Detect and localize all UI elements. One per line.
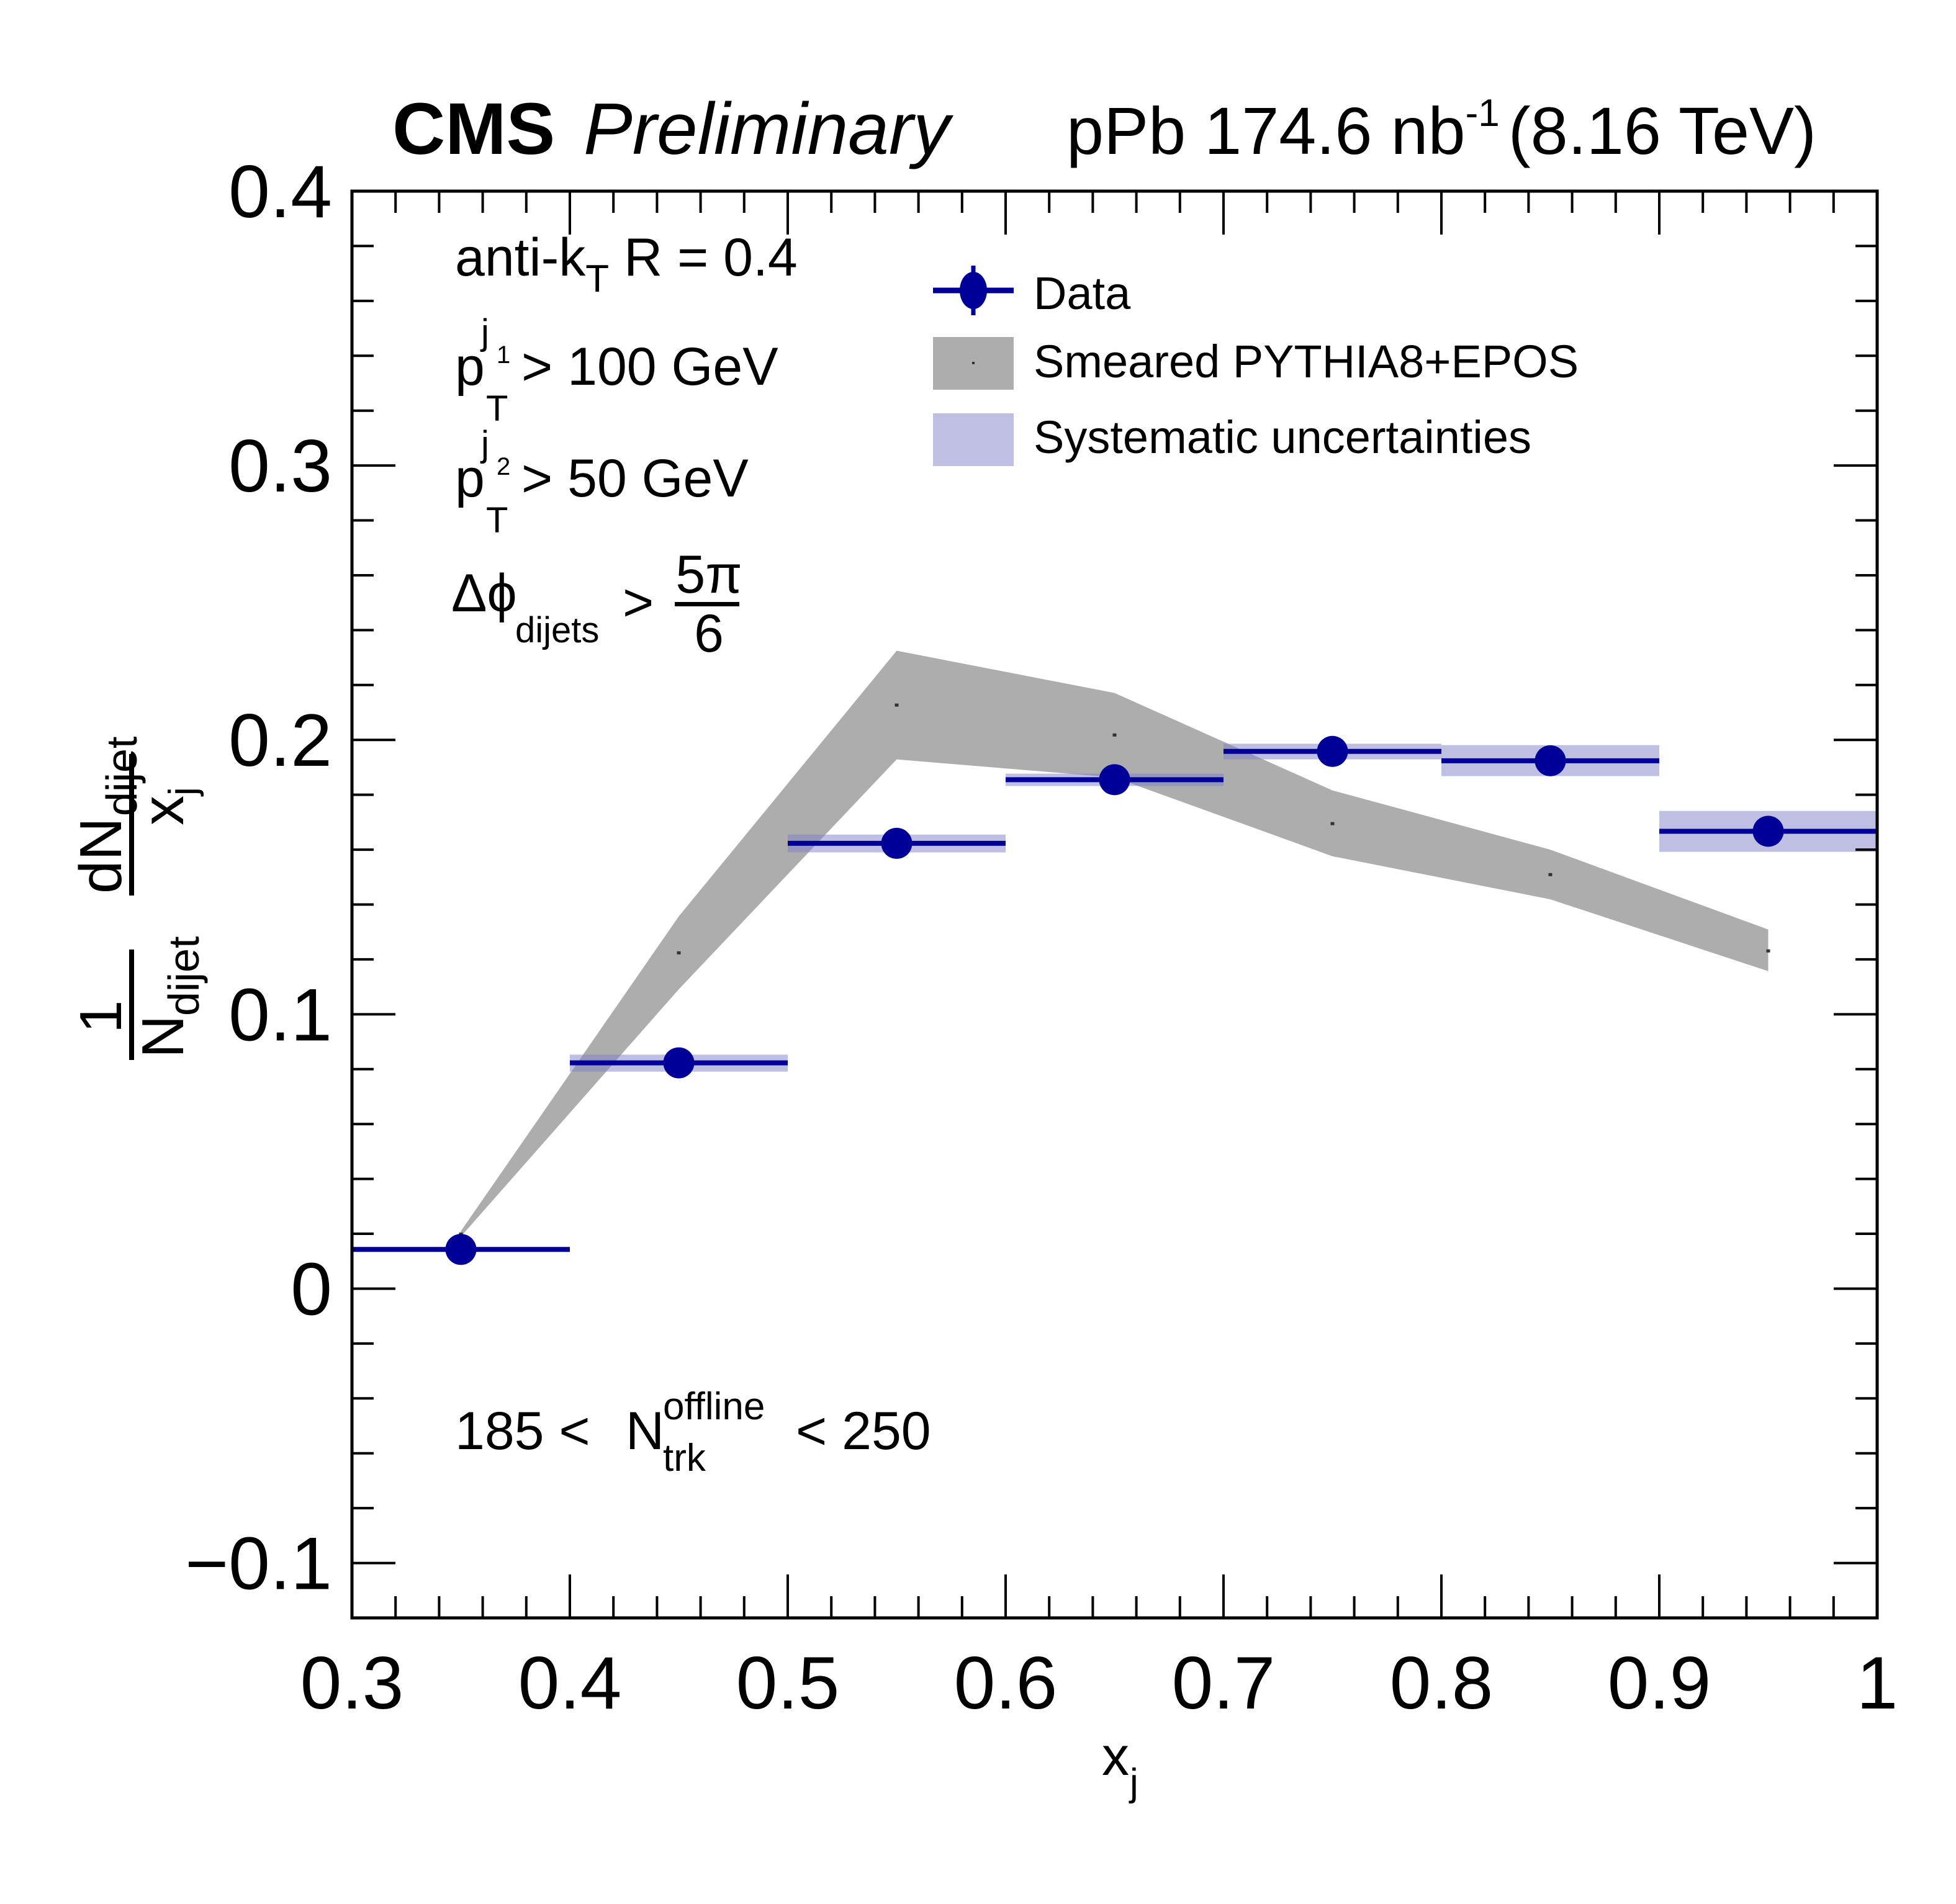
- legend-model-center-icon: [972, 362, 975, 364]
- x-tick-label: 1: [1857, 1641, 1898, 1725]
- pt1-superscript-index: 1: [497, 341, 510, 369]
- pt1-subscript: T: [486, 388, 508, 429]
- dphi-denominator: 6: [694, 604, 724, 663]
- ytitle-inner-fraction-bar: [129, 754, 134, 896]
- experiment-label: CMS: [392, 88, 555, 170]
- model-center-point: [1548, 873, 1553, 876]
- model-center-point: [1330, 822, 1335, 825]
- delta-phi-cut-label: Δϕ dijets > 5π 6: [451, 545, 742, 663]
- model-band: [461, 650, 1769, 1237]
- pt2-base: p: [455, 449, 485, 508]
- data-layer: [352, 735, 1877, 1265]
- leading-jet-cut-label: p j 1 T > 100 GeV: [455, 312, 778, 429]
- legend: Data Smeared PYTHIA8+EPOS Systematic unc…: [933, 266, 1579, 466]
- pt2-superscript-index: 2: [497, 453, 510, 480]
- pt1-base: p: [455, 337, 485, 397]
- y-tick-label: 0.1: [228, 973, 332, 1056]
- x-tick-label: 0.8: [1390, 1641, 1494, 1725]
- pt2-cut: > 50 GeV: [521, 449, 749, 508]
- algo-suffix: R = 0.4: [609, 228, 798, 287]
- x-axis-title: x j: [1102, 1725, 1138, 1804]
- ytitle-outer-fraction-bar: [129, 950, 134, 1060]
- data-point: [445, 1234, 477, 1265]
- legend-entry-syst: Systematic uncertainties: [933, 411, 1531, 466]
- x-tick-label: 0.6: [954, 1641, 1058, 1725]
- dphi-base: Δϕ: [451, 564, 517, 623]
- data-point: [1752, 815, 1784, 847]
- multiplicity-base: N: [626, 1401, 664, 1461]
- legend-syst-swatch-icon: [933, 413, 1014, 466]
- y-tick-label: 0.4: [228, 150, 332, 233]
- axes-layer: 0.3 0.4 0.5 0.6 0.7 0.8 0.9 1 −0.1 0 0.1 0.2 0.3 0.4: [185, 150, 1898, 1725]
- model-center-point: [895, 703, 899, 707]
- multiplicity-high: < 250: [796, 1401, 931, 1461]
- y-tick-label: −0.1: [185, 1522, 332, 1605]
- legend-syst-label: Systematic uncertainties: [1034, 411, 1531, 463]
- legend-data-marker-icon: [960, 272, 987, 309]
- model-center-point: [677, 951, 681, 954]
- model-center-point: [1112, 733, 1117, 737]
- y-tick-label: 0.3: [228, 424, 332, 508]
- ytitle-x-sub: j: [161, 787, 204, 797]
- legend-entry-data: Data: [933, 266, 1131, 319]
- multiplicity-subscript: trk: [663, 1437, 706, 1480]
- dphi-fraction-bar: [675, 602, 739, 606]
- ytitle-dn-sub: dijet: [97, 737, 146, 816]
- pt2-subscript: T: [486, 500, 508, 541]
- energy-text: (8.16 TeV): [1508, 93, 1816, 168]
- pt1-superscript: j: [480, 312, 489, 353]
- data-point: [1535, 745, 1566, 776]
- lumi-label: pPb 174.6 nb-1 (8.16 TeV): [1066, 92, 1816, 168]
- algo-subscript: T: [585, 258, 609, 300]
- y-axis-title: dN dijet x j 1 N dijet: [68, 737, 208, 1060]
- ytitle-dn: dN: [68, 817, 134, 894]
- jet-algorithm-label: anti-kT R = 0.4: [455, 228, 798, 300]
- collision-text: pPb 174.6 nb: [1066, 93, 1466, 168]
- multiplicity-label: 185 < N offline trk < 250: [455, 1385, 931, 1480]
- legend-data-label: Data: [1034, 267, 1131, 319]
- subleading-jet-cut-label: p j 2 T > 50 GeV: [455, 424, 749, 541]
- algo-prefix: anti-k: [455, 228, 586, 287]
- data-point: [1099, 764, 1130, 796]
- x-tick-label: 0.7: [1172, 1641, 1276, 1725]
- x-tick-label: 0.3: [300, 1641, 404, 1725]
- dphi-numerator: 5π: [675, 545, 742, 604]
- data-point: [663, 1047, 695, 1079]
- pt2-superscript: j: [480, 424, 489, 464]
- y-tick-label: 0.2: [228, 699, 332, 782]
- y-tick-label: 0: [291, 1247, 332, 1331]
- data-point: [881, 827, 913, 859]
- xtitle-x-sub: j: [1129, 1761, 1138, 1804]
- multiplicity-low: 185 <: [455, 1401, 590, 1461]
- ytitle-one: 1: [68, 1000, 134, 1033]
- pt1-cut: > 100 GeV: [521, 337, 778, 397]
- x-tick-label: 0.4: [518, 1641, 622, 1725]
- ytitle-x: x: [130, 796, 196, 825]
- data-point: [1317, 735, 1348, 767]
- model-center-point: [1766, 949, 1770, 953]
- xtitle-x: x: [1102, 1725, 1129, 1787]
- ytitle-n-sub: dijet: [160, 936, 208, 1016]
- ytitle-n: N: [130, 1015, 196, 1058]
- model-band-layer: [459, 650, 1770, 1237]
- x-tick-label: 0.5: [736, 1641, 840, 1725]
- legend-model-label: Smeared PYTHIA8+EPOS: [1034, 336, 1579, 387]
- dphi-operator: >: [623, 573, 654, 632]
- legend-entry-model: Smeared PYTHIA8+EPOS: [933, 336, 1579, 390]
- multiplicity-superscript: offline: [663, 1385, 765, 1428]
- lumi-exponent: -1: [1466, 92, 1500, 135]
- x-tick-label: 0.9: [1608, 1641, 1711, 1725]
- status-label: Preliminary: [584, 88, 953, 170]
- dphi-subscript: dijets: [515, 610, 599, 650]
